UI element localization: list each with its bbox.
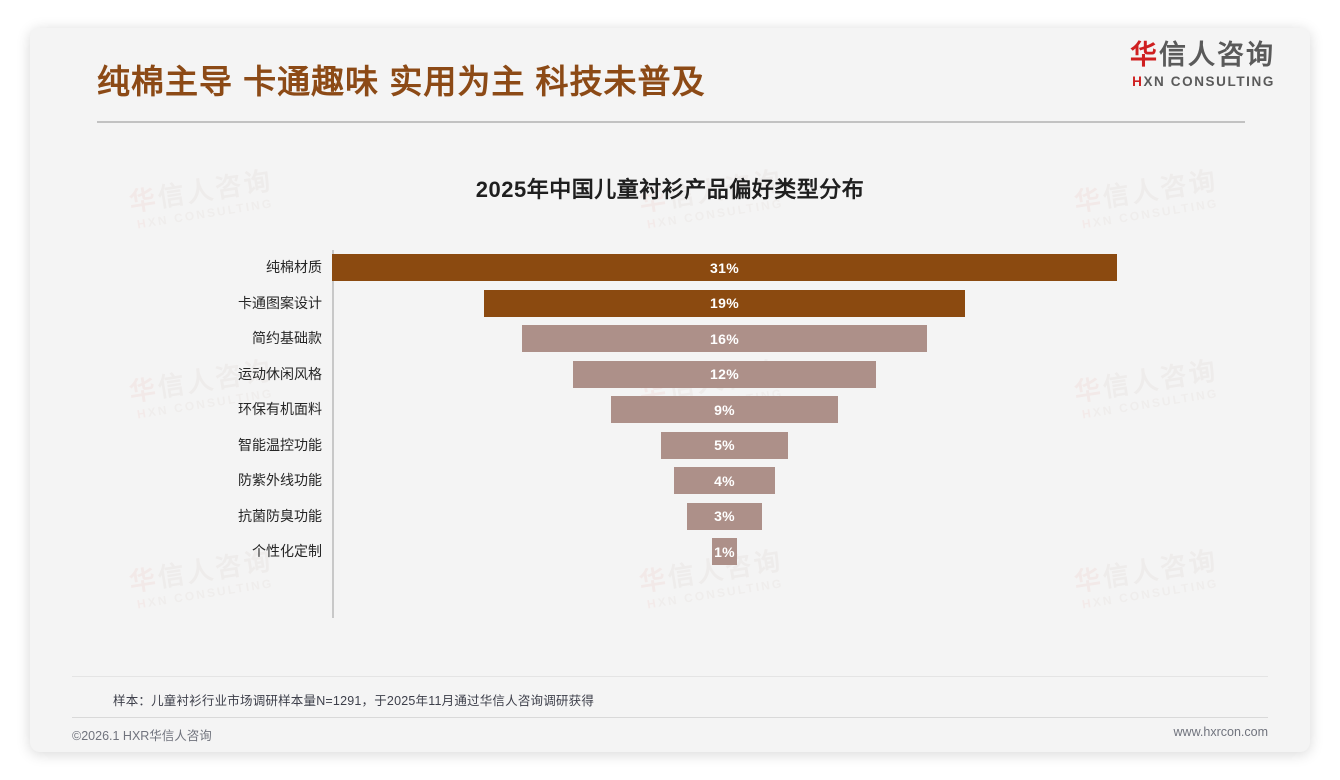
funnel-bar[interactable]: 9% <box>610 396 839 423</box>
bar-value-label: 12% <box>710 366 739 382</box>
logo-cn-rest: 信人咨询 <box>1159 40 1275 70</box>
slide-footer: ©2026.1 HXR华信人咨询 www.hxrcon.com <box>30 717 1310 752</box>
bar-value-label: 31% <box>710 259 739 276</box>
category-axis-line <box>332 250 334 618</box>
bar-value-label: 1% <box>714 543 735 560</box>
slide-canvas: 华信人咨询 HXN CONSULTING 华信人咨询 HXN CONSULTING 华信… <box>30 28 1310 752</box>
chart-row: 环保有机面料 9% <box>100 392 1240 428</box>
funnel-bar[interactable]: 3% <box>686 502 763 530</box>
funnel-bar[interactable]: 1% <box>711 538 738 565</box>
logo-english-text: HXN CONSULTING <box>1130 74 1275 89</box>
chart-row: 防紫外线功能 4% <box>100 463 1240 499</box>
source-note: 样本：儿童衬衫行业市场调研样本量N=1291，于2025年11月通过华信人咨询调… <box>113 694 595 708</box>
bar-value-label: 4% <box>714 472 735 489</box>
website-link[interactable]: www.hxrcon.com <box>1173 725 1268 739</box>
bar-value-label: 16% <box>710 330 739 347</box>
footnote-divider-bottom <box>72 717 1268 718</box>
bar-value-label: 5% <box>714 437 735 453</box>
logo-cn-red-char: 华 <box>1130 40 1159 70</box>
category-label: 防紫外线功能 <box>238 472 322 488</box>
chart-row: 运动休闲风格 12% <box>100 357 1240 393</box>
chart-title: 2025年中国儿童衬衫产品偏好类型分布 <box>475 177 865 202</box>
footnote-divider-top <box>72 676 1268 677</box>
bar-value-label: 9% <box>714 401 735 418</box>
bar-value-label: 19% <box>710 295 739 311</box>
copyright-text: ©2026.1 HXR华信人咨询 <box>72 729 212 743</box>
category-label: 环保有机面料 <box>238 401 322 417</box>
bar-value-label: 3% <box>714 508 735 524</box>
funnel-bar[interactable]: 19% <box>483 289 966 317</box>
logo-chinese-text: 华信人咨询 <box>1130 40 1275 71</box>
category-label: 智能温控功能 <box>238 436 322 453</box>
category-label: 简约基础款 <box>252 330 322 346</box>
chart-row: 卡通图案设计 19% <box>100 286 1240 322</box>
logo-en-rest: XN CONSULTING <box>1143 73 1275 89</box>
chart-row: 抗菌防臭功能 3% <box>100 499 1240 535</box>
slide-header: 纯棉主导 卡通趣味 实用为主 科技未普及 华信人咨询 HXN CONSULTIN… <box>30 28 1310 123</box>
category-label: 卡通图案设计 <box>238 294 322 311</box>
category-label: 个性化定制 <box>252 543 322 559</box>
chart-row: 智能温控功能 5% <box>100 428 1240 464</box>
chart-row: 纯棉材质 31% <box>100 250 1240 286</box>
category-label: 纯棉材质 <box>266 259 322 275</box>
company-logo: 华信人咨询 HXN CONSULTING <box>1130 40 1275 89</box>
page-title: 纯棉主导 卡通趣味 实用为主 科技未普及 <box>97 63 706 100</box>
funnel-chart: 纯棉材质 31% 卡通图案设计 19% 简约基础款 16% 运动休闲风格 12% 环保有机面料 9… <box>100 238 1240 638</box>
header-divider <box>97 121 1245 123</box>
chart-row: 个性化定制 1% <box>100 534 1240 570</box>
funnel-bar[interactable]: 31% <box>332 254 1117 281</box>
category-label: 抗菌防臭功能 <box>238 507 322 524</box>
funnel-bar[interactable]: 12% <box>572 360 877 388</box>
chart-row: 简约基础款 16% <box>100 321 1240 357</box>
funnel-bar[interactable]: 4% <box>673 467 776 494</box>
funnel-bar[interactable]: 5% <box>661 431 788 459</box>
logo-en-red-char: H <box>1132 73 1144 89</box>
category-label: 运动休闲风格 <box>238 365 322 382</box>
funnel-bar[interactable]: 16% <box>521 325 928 352</box>
